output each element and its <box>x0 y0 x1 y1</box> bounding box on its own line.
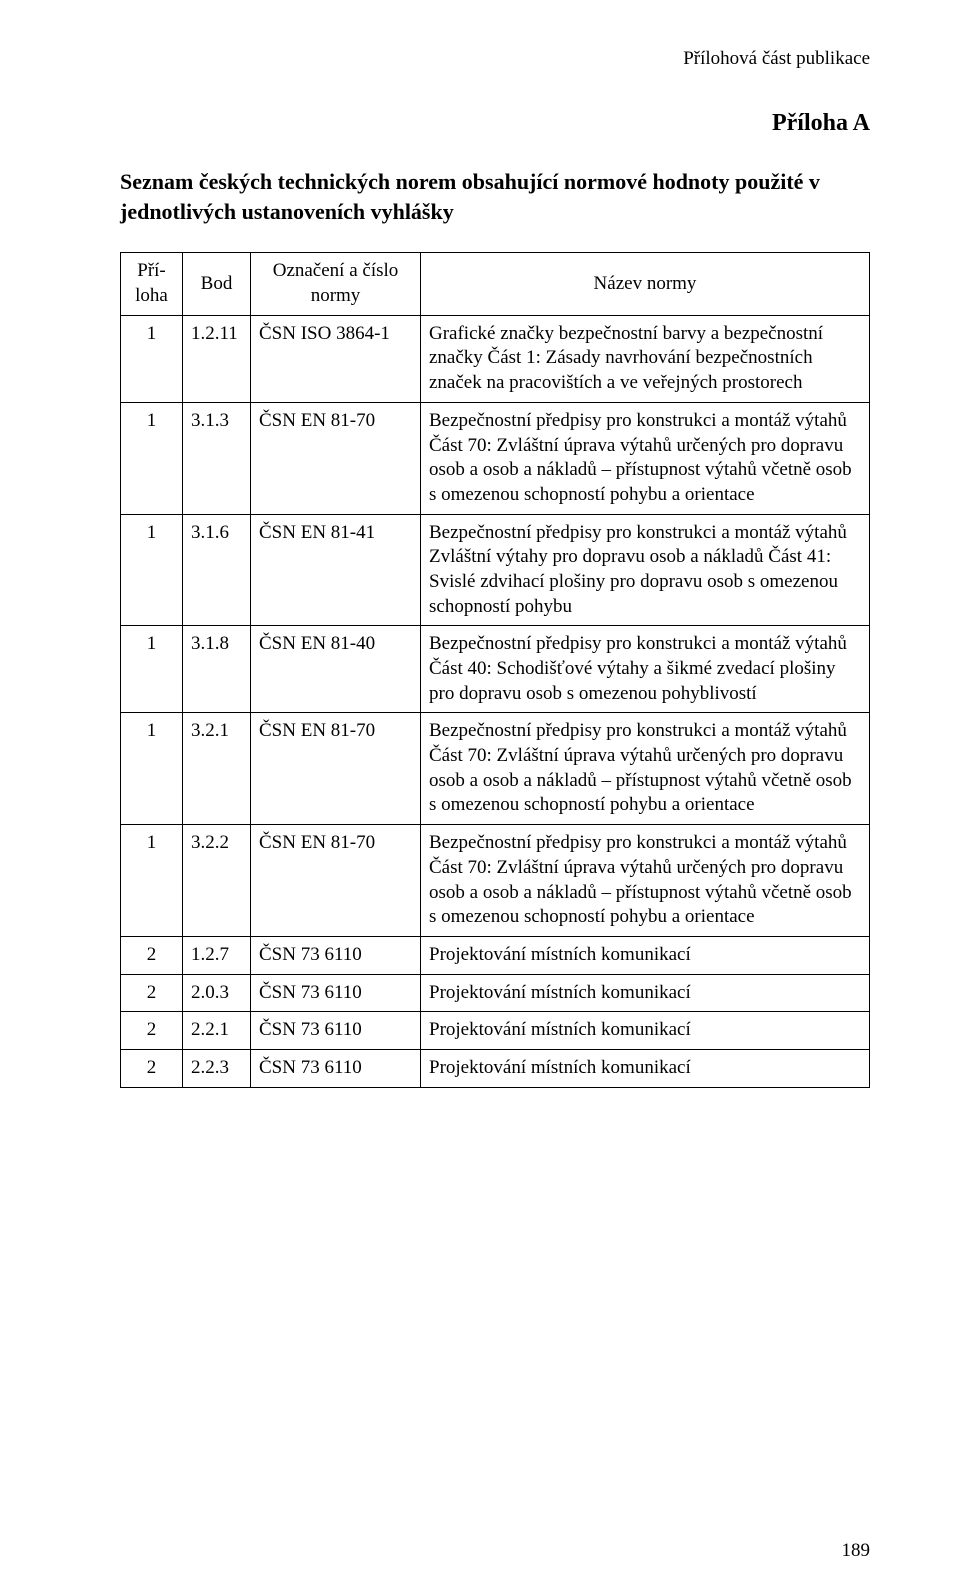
col-header-ozn-l1: Označení a číslo <box>273 260 399 281</box>
cell-nazev: Grafické značky bezpečnostní barvy a bez… <box>421 315 870 402</box>
col-header-bod: Bod <box>183 253 251 315</box>
cell-nazev: Bezpečnostní předpisy pro konstrukci a m… <box>421 402 870 514</box>
table-row: 1 3.2.2 ČSN EN 81-70 Bezpečnostní předpi… <box>121 825 870 937</box>
col-header-priloha-l1: Pří- <box>137 260 166 281</box>
table-row: 1 1.2.11 ČSN ISO 3864-1 Grafické značky … <box>121 315 870 402</box>
cell-priloha: 1 <box>121 825 183 937</box>
table-row: 2 1.2.7 ČSN 73 6110 Projektování místníc… <box>121 936 870 974</box>
cell-ozn: ČSN 73 6110 <box>251 1049 421 1087</box>
attachment-title: Příloha A <box>120 110 870 137</box>
cell-bod: 2.2.3 <box>183 1049 251 1087</box>
cell-bod: 3.2.2 <box>183 825 251 937</box>
cell-ozn: ČSN EN 81-70 <box>251 825 421 937</box>
table-header-row: Pří- loha Bod Označení a číslo normy Náz… <box>121 253 870 315</box>
cell-ozn: ČSN 73 6110 <box>251 974 421 1012</box>
cell-ozn: ČSN 73 6110 <box>251 1012 421 1050</box>
table-body: 1 1.2.11 ČSN ISO 3864-1 Grafické značky … <box>121 315 870 1087</box>
cell-nazev: Bezpečnostní předpisy pro konstrukci a m… <box>421 825 870 937</box>
cell-ozn: ČSN 73 6110 <box>251 936 421 974</box>
col-header-ozn-l2: normy <box>311 285 361 306</box>
col-header-nazev: Název normy <box>421 253 870 315</box>
cell-nazev: Bezpečnostní předpisy pro konstrukci a m… <box>421 713 870 825</box>
cell-nazev: Bezpečnostní předpisy pro konstrukci a m… <box>421 514 870 626</box>
cell-ozn: ČSN EN 81-70 <box>251 402 421 514</box>
col-header-priloha-l2: loha <box>135 285 168 306</box>
col-header-priloha: Pří- loha <box>121 253 183 315</box>
table-row: 1 3.1.6 ČSN EN 81-41 Bezpečnostní předpi… <box>121 514 870 626</box>
list-heading: Seznam českých technických norem obsahuj… <box>120 167 870 226</box>
cell-bod: 2.0.3 <box>183 974 251 1012</box>
cell-bod: 3.1.8 <box>183 626 251 713</box>
cell-nazev: Projektování místních komunikací <box>421 936 870 974</box>
cell-bod: 2.2.1 <box>183 1012 251 1050</box>
cell-priloha: 2 <box>121 1012 183 1050</box>
cell-priloha: 1 <box>121 713 183 825</box>
norms-table: Pří- loha Bod Označení a číslo normy Náz… <box>120 252 870 1087</box>
cell-priloha: 2 <box>121 1049 183 1087</box>
table-row: 2 2.0.3 ČSN 73 6110 Projektování místníc… <box>121 974 870 1012</box>
table-row: 1 3.1.3 ČSN EN 81-70 Bezpečnostní předpi… <box>121 402 870 514</box>
cell-priloha: 1 <box>121 315 183 402</box>
cell-priloha: 1 <box>121 626 183 713</box>
cell-priloha: 2 <box>121 974 183 1012</box>
cell-bod: 1.2.7 <box>183 936 251 974</box>
cell-nazev: Projektování místních komunikací <box>421 1049 870 1087</box>
table-row: 2 2.2.3 ČSN 73 6110 Projektování místníc… <box>121 1049 870 1087</box>
cell-nazev: Projektování místních komunikací <box>421 974 870 1012</box>
cell-priloha: 1 <box>121 514 183 626</box>
table-row: 1 3.1.8 ČSN EN 81-40 Bezpečnostní předpi… <box>121 626 870 713</box>
cell-nazev: Bezpečnostní předpisy pro konstrukci a m… <box>421 626 870 713</box>
cell-bod: 3.2.1 <box>183 713 251 825</box>
cell-bod: 3.1.3 <box>183 402 251 514</box>
cell-priloha: 2 <box>121 936 183 974</box>
cell-ozn: ČSN EN 81-70 <box>251 713 421 825</box>
page-number: 189 <box>842 1540 871 1562</box>
cell-bod: 3.1.6 <box>183 514 251 626</box>
cell-ozn: ČSN EN 81-41 <box>251 514 421 626</box>
cell-priloha: 1 <box>121 402 183 514</box>
table-row: 2 2.2.1 ČSN 73 6110 Projektování místníc… <box>121 1012 870 1050</box>
table-row: 1 3.2.1 ČSN EN 81-70 Bezpečnostní předpi… <box>121 713 870 825</box>
cell-nazev: Projektování místních komunikací <box>421 1012 870 1050</box>
col-header-ozn: Označení a číslo normy <box>251 253 421 315</box>
page: Přílohová část publikace Příloha A Sezna… <box>0 0 960 1596</box>
cell-ozn: ČSN ISO 3864-1 <box>251 315 421 402</box>
cell-ozn: ČSN EN 81-40 <box>251 626 421 713</box>
running-header: Přílohová část publikace <box>120 48 870 70</box>
cell-bod: 1.2.11 <box>183 315 251 402</box>
table-head: Pří- loha Bod Označení a číslo normy Náz… <box>121 253 870 315</box>
